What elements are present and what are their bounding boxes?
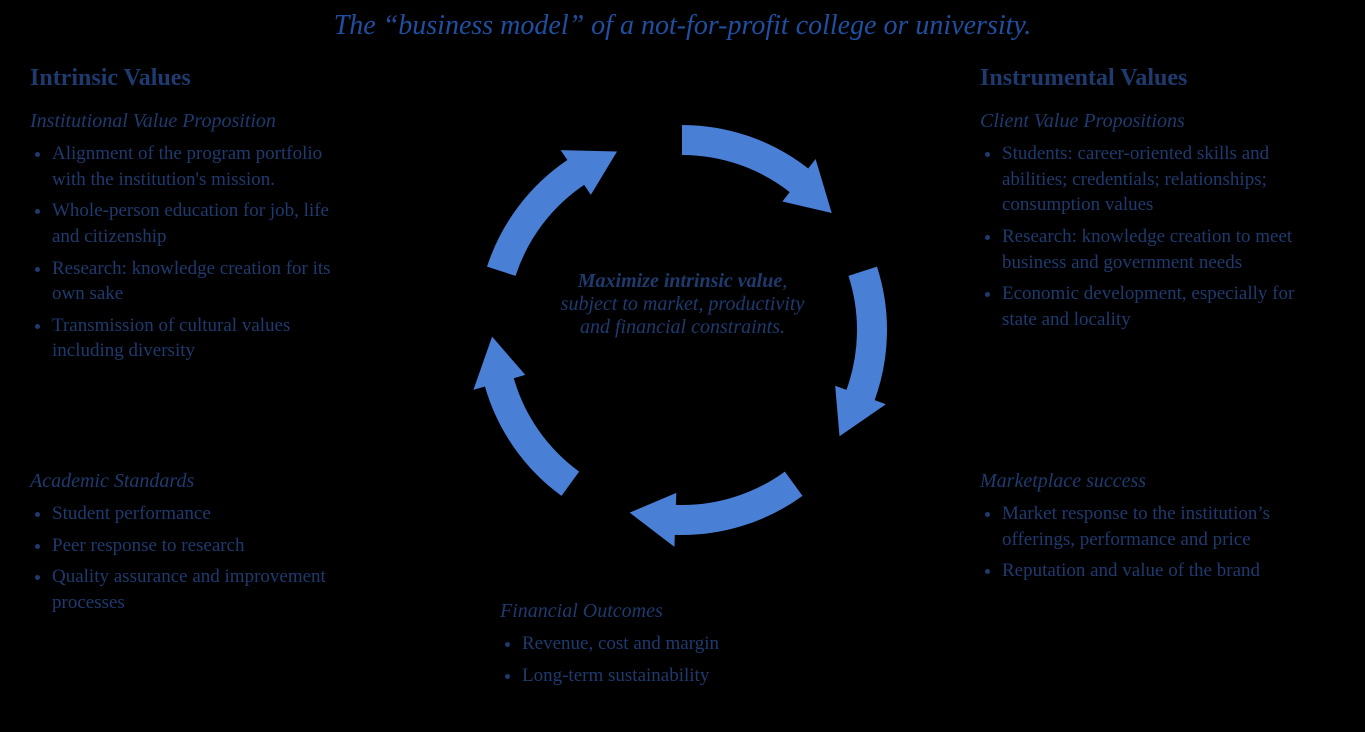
cycle-arrow-icon: [630, 472, 803, 547]
list-item: Alignment of the program portfolio with …: [52, 141, 360, 192]
right-heading-block: Instrumental Values: [980, 65, 1330, 106]
intrinsic-values-heading: Intrinsic Values: [30, 65, 360, 92]
list-item: Student performance: [52, 501, 360, 527]
list-item: Transmission of cultural values includin…: [52, 313, 360, 364]
client-value-block: Client Value Propositions Students: care…: [980, 110, 1330, 338]
academic-standards-subheading: Academic Standards: [30, 470, 360, 493]
list-item: Research: knowledge creation for its own…: [52, 256, 360, 307]
institutional-value-list: Alignment of the program portfolio with …: [30, 141, 360, 364]
page-root: The “business model” of a not-for-profit…: [0, 0, 1365, 732]
list-item: Peer response to research: [52, 533, 360, 559]
cycle-arrow-icon: [835, 267, 887, 437]
institutional-value-block: Institutional Value Proposition Alignmen…: [30, 110, 360, 370]
list-item: Whole-person education for job, life and…: [52, 198, 360, 249]
financial-outcomes-block: Financial Outcomes Revenue, cost and mar…: [500, 600, 860, 694]
list-item: Economic development, especially for sta…: [1002, 281, 1330, 332]
list-item: Long-term sustainability: [522, 663, 860, 689]
list-item: Revenue, cost and margin: [522, 631, 860, 657]
list-item: Research: knowledge creation to meet bus…: [1002, 224, 1330, 275]
academic-standards-list: Student performance Peer response to res…: [30, 501, 360, 616]
client-value-list: Students: career-oriented skills and abi…: [980, 141, 1330, 332]
marketplace-success-block: Marketplace success Market response to t…: [980, 470, 1330, 590]
list-item: Students: career-oriented skills and abi…: [1002, 141, 1330, 218]
instrumental-values-heading: Instrumental Values: [980, 65, 1330, 92]
academic-standards-block: Academic Standards Student performance P…: [30, 470, 360, 622]
financial-outcomes-list: Revenue, cost and margin Long-term susta…: [500, 631, 860, 688]
marketplace-success-list: Market response to the institution’s off…: [980, 501, 1330, 584]
marketplace-success-subheading: Marketplace success: [980, 470, 1330, 493]
client-value-subheading: Client Value Propositions: [980, 110, 1330, 133]
cycle-arrow-icon: [487, 150, 617, 276]
cycle-arrow-icon: [473, 337, 579, 496]
institutional-value-subheading: Institutional Value Proposition: [30, 110, 360, 133]
list-item: Quality assurance and improvement proces…: [52, 564, 360, 615]
list-item: Reputation and value of the brand: [1002, 558, 1330, 584]
financial-outcomes-subheading: Financial Outcomes: [500, 600, 860, 623]
center-statement: Maximize intrinsic value, subject to mar…: [553, 270, 813, 339]
list-item: Market response to the institution’s off…: [1002, 501, 1330, 552]
page-title: The “business model” of a not-for-profit…: [0, 10, 1365, 42]
cycle-arrow-icon: [682, 125, 832, 213]
left-heading-block: Intrinsic Values: [30, 65, 360, 106]
center-bold: Maximize intrinsic value: [578, 270, 782, 292]
